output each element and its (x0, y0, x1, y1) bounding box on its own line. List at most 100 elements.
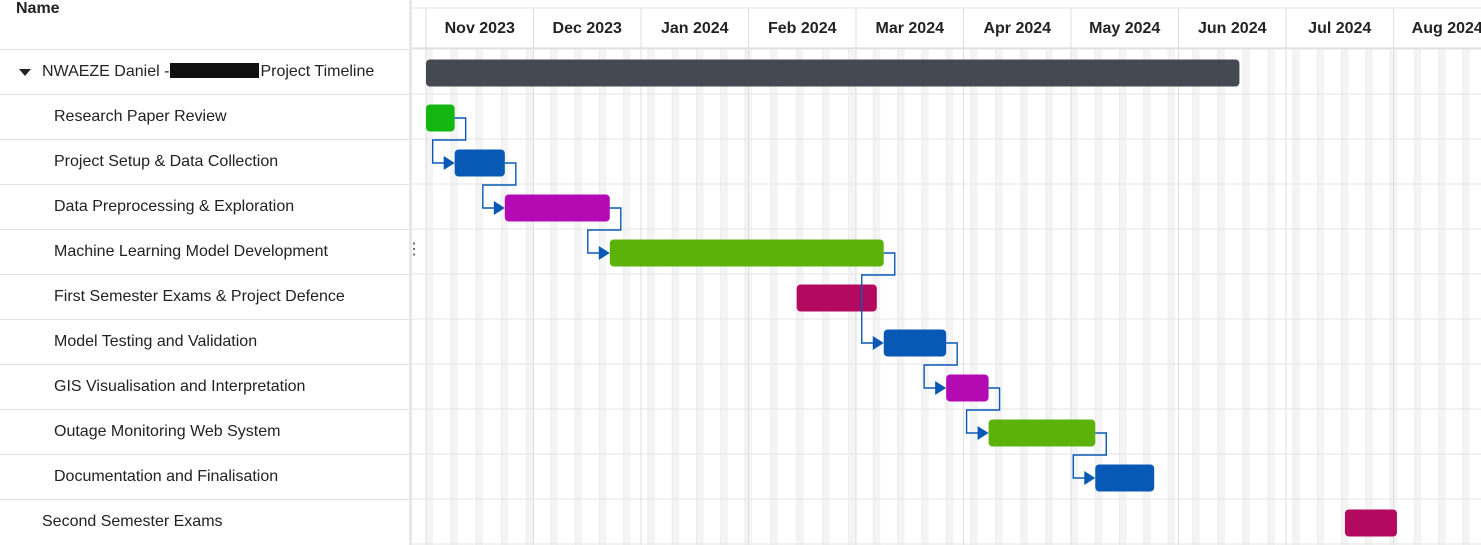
week-stripe (873, 48, 881, 545)
week-stripe (1192, 48, 1200, 545)
week-stripe (1045, 48, 1053, 545)
week-stripe (1095, 48, 1103, 545)
dependency-arrow-icon (872, 336, 884, 350)
task-row[interactable]: Outage Monitoring Web System (0, 409, 409, 454)
task-row[interactable]: GIS Visualisation and Interpretation (0, 364, 409, 409)
month-label: Jul 2024 (1308, 20, 1372, 37)
week-stripe (672, 48, 680, 545)
week-stripe (1292, 48, 1300, 545)
dependency-arrow-icon (443, 156, 455, 170)
month-label: Jan 2024 (660, 20, 729, 37)
task-row[interactable]: Project Setup & Data Collection (0, 139, 409, 184)
task-bar (454, 149, 505, 177)
task-row[interactable]: Model Testing and Validation (0, 319, 409, 364)
week-stripe (1438, 48, 1446, 545)
task-name: Outage Monitoring Web System (54, 423, 281, 440)
week-stripe (897, 48, 905, 545)
task-bar (1095, 464, 1155, 492)
month-label: May 2024 (1089, 20, 1161, 37)
task-name: Model Testing and Validation (54, 333, 258, 350)
week-stripe (623, 48, 631, 545)
dependency-link (1072, 432, 1107, 479)
pane-splitter[interactable] (409, 0, 412, 545)
month-label: Nov 2023 (444, 20, 515, 37)
dependency-link (923, 342, 958, 389)
month-label: Feb 2024 (768, 20, 837, 37)
task-row[interactable]: Second Semester Exams (0, 499, 409, 544)
collapse-caret-icon[interactable] (19, 69, 31, 76)
task-row[interactable]: Machine Learning Model Development (0, 229, 409, 274)
dependency-link (965, 387, 1001, 434)
summary-bar (426, 59, 1240, 87)
task-bar (504, 194, 610, 222)
month-label: Apr 2024 (983, 20, 1052, 37)
dependency-arrow-icon (977, 426, 989, 440)
task-bar (609, 239, 884, 267)
month-label: Aug 2024 (1411, 20, 1481, 37)
task-name: NWAEZE Daniel - Project Timeline (42, 50, 374, 94)
week-stripe (1119, 48, 1127, 545)
task-name: Documentation and Finalisation (54, 468, 279, 485)
month-label: Jun 2024 (1198, 20, 1267, 37)
task-bar (796, 284, 877, 312)
task-bar (1344, 509, 1397, 537)
dependency-arrow-icon (598, 246, 610, 260)
task-name: Machine Learning Model Development (54, 243, 328, 260)
week-stripe (426, 48, 433, 545)
month-label: Mar 2024 (875, 20, 945, 37)
week-stripe (1414, 48, 1422, 545)
task-name: Research Paper Review (54, 108, 227, 125)
task-name: Second Semester Exams (42, 513, 223, 530)
name-column-header[interactable]: Name (16, 0, 60, 17)
dependency-link (431, 117, 467, 164)
task-bar (946, 374, 989, 402)
task-bar (426, 104, 455, 132)
task-name: Project Setup & Data Collection (54, 153, 279, 170)
task-row[interactable]: Documentation and Finalisation (0, 454, 409, 499)
week-stripe (501, 48, 509, 545)
week-stripe (1268, 48, 1276, 545)
week-stripe (550, 48, 558, 545)
week-stripe (451, 48, 459, 545)
week-stripe (599, 48, 607, 545)
dependency-link (482, 162, 517, 209)
dependency-arrow-icon (493, 201, 505, 215)
week-stripe (1217, 48, 1225, 545)
month-label: Dec 2023 (552, 20, 622, 37)
task-bar (988, 419, 1096, 447)
week-stripe (526, 48, 534, 545)
dependency-link (861, 252, 896, 344)
gantt-chart-pane: Nov 2023 Dec 2023 Jan 2024 Feb 2024 Mar 2024… (412, 0, 1481, 545)
week-stripe (1317, 48, 1325, 545)
task-row[interactable]: First Semester Exams & Project Defence (0, 274, 409, 319)
dependency-link (587, 207, 622, 254)
task-name: First Semester Exams & Project Defence (54, 288, 345, 305)
week-stripe (575, 48, 583, 545)
week-stripe (1365, 48, 1373, 545)
task-row[interactable]: Data Preprocessing & Exploration (0, 184, 409, 229)
week-stripe (1071, 48, 1078, 545)
week-stripe (1462, 48, 1470, 545)
task-name-prefix: NWAEZE Daniel - (42, 63, 170, 80)
week-stripe (720, 48, 728, 545)
task-row[interactable]: Research Paper Review (0, 94, 409, 139)
week-stripe (1168, 48, 1176, 545)
week-stripe (970, 48, 978, 545)
task-row-summary[interactable]: NWAEZE Daniel - Project Timeline (0, 49, 409, 94)
dependency-arrow-icon (1084, 471, 1096, 485)
task-name-suffix: Project Timeline (260, 63, 375, 80)
week-stripe (696, 48, 704, 545)
week-stripe (995, 48, 1003, 545)
week-stripe (1243, 48, 1250, 545)
week-stripe (1020, 48, 1028, 545)
week-stripe (1341, 48, 1349, 545)
week-stripe (946, 48, 954, 545)
gantt-chart (412, 7, 1481, 545)
week-stripe (770, 48, 778, 545)
redaction-box (170, 63, 260, 78)
task-name: Data Preprocessing & Exploration (54, 198, 295, 215)
week-stripe (1143, 48, 1151, 545)
task-name: GIS Visualisation and Interpretation (54, 378, 306, 395)
week-stripe (476, 48, 484, 545)
week-stripe (921, 48, 929, 545)
